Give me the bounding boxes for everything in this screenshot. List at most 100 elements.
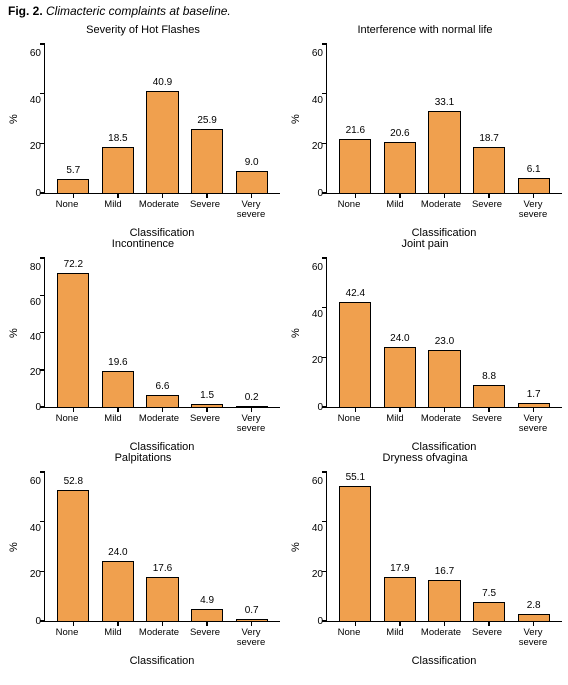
bar-column: 6.1 [511, 44, 556, 193]
x-tick-mark [117, 193, 119, 198]
x-tick-mark [73, 193, 75, 198]
x-tick-label: None [326, 628, 372, 649]
x-tick-mark [488, 193, 490, 198]
bar-value-label: 42.4 [346, 288, 365, 299]
x-tick-mark [355, 193, 357, 198]
x-tick-mark [533, 193, 535, 198]
bar-column: 24.0 [96, 472, 141, 621]
chart-title: Severity of Hot Flashes [6, 24, 280, 38]
x-tick-mark [206, 193, 208, 198]
bar-column: 19.6 [96, 258, 141, 407]
bar [473, 385, 505, 407]
x-tick-mark [488, 621, 490, 626]
y-tick-label: 60 [312, 49, 326, 59]
bar-value-label: 6.6 [156, 381, 170, 392]
x-tick-mark [399, 621, 401, 626]
x-tick-mark [162, 407, 164, 412]
bar-column: 0.2 [229, 258, 274, 407]
bar-value-label: 17.6 [153, 563, 172, 574]
x-tick-mark [444, 621, 446, 626]
chart-panel: Severity of Hot Flashes%60402005.718.540… [6, 22, 280, 230]
x-tick-label: Verysevere [510, 628, 556, 649]
x-axis-ticks: NoneMildModerateSevereVerysevere [288, 194, 562, 221]
bar-value-label: 16.7 [435, 566, 454, 577]
bar-value-label: 4.9 [200, 595, 214, 606]
x-tick-mark [444, 407, 446, 412]
x-tick-mark [73, 407, 75, 412]
bars-container: 21.6 20.6 33.1 18.7 6.1 [327, 44, 562, 193]
bar-column: 52.8 [51, 472, 96, 621]
bar-column: 0.7 [229, 472, 274, 621]
bar-value-label: 6.1 [527, 164, 541, 175]
x-tick-mark [533, 407, 535, 412]
x-axis-ticks: NoneMildModerateSevereVerysevere [6, 194, 280, 221]
y-tick-label: 40 [312, 524, 326, 534]
bar [428, 111, 460, 193]
x-tick-mark [251, 193, 253, 198]
x-tick-mark [533, 621, 535, 626]
x-tick-label: None [326, 200, 372, 221]
bar [57, 179, 89, 193]
chart-title: Palpitations [6, 452, 280, 466]
x-tick-mark [162, 193, 164, 198]
chart-axes: 5.718.540.925.99.0 [44, 44, 280, 194]
bar-value-label: 0.7 [245, 605, 259, 616]
x-tick-mark [206, 621, 208, 626]
plot-area: %604020021.620.633.118.76.1 [288, 44, 562, 194]
bar-value-label: 33.1 [435, 97, 454, 108]
bar-column: 33.1 [422, 44, 467, 193]
bar-column: 20.6 [378, 44, 423, 193]
chart-axes: 72.219.66.61.50.2 [44, 258, 280, 408]
x-tick-label: Moderate [418, 414, 464, 435]
bar-value-label: 1.7 [527, 389, 541, 400]
plot-area: %60402005.718.540.925.99.0 [6, 44, 280, 194]
chart-panel: Palpitations%604020052.824.017.64.90.7No… [6, 450, 280, 658]
bar-value-label: 7.5 [482, 588, 496, 599]
bar-column: 5.7 [51, 44, 96, 193]
bar [384, 577, 416, 621]
bar-column: 24.0 [378, 258, 423, 407]
x-tick-mark [444, 193, 446, 198]
y-axis-label: % [6, 472, 20, 622]
bar-column: 21.6 [333, 44, 378, 193]
y-tick-label: 40 [30, 524, 44, 534]
x-tick-label: Verysevere [228, 414, 274, 435]
x-tick-mark [162, 621, 164, 626]
bar-column: 18.7 [467, 44, 512, 193]
bar [384, 142, 416, 193]
chart-axes: 55.117.916.77.52.8 [326, 472, 562, 622]
bar-column: 25.9 [185, 44, 230, 193]
x-tick-mark [488, 407, 490, 412]
x-tick-label: Mild [372, 200, 418, 221]
bar-column: 42.4 [333, 258, 378, 407]
x-tick-label: None [44, 200, 90, 221]
x-tick-mark [206, 407, 208, 412]
chart-title: Interference with normal life [288, 24, 562, 38]
chart-grid: Severity of Hot Flashes% 6040200 5.7 18.5 40… [0, 20, 568, 664]
bar-value-label: 18.5 [108, 133, 127, 144]
x-tick-label: Severe [182, 414, 228, 435]
x-tick-label: Severe [182, 628, 228, 649]
x-tick-label: Verysevere [228, 628, 274, 649]
y-tick-label: 0 [317, 189, 326, 199]
x-axis-ticks: NoneMildModerateSevereVerysevere [288, 622, 562, 649]
chart-axes: 42.424.023.08.81.7 [326, 258, 562, 408]
y-axis-ticks: 6040200 [302, 258, 326, 408]
y-tick-label: 60 [312, 263, 326, 273]
bar [102, 147, 134, 193]
bars-container: 52.824.0 17.6 4.9 0.7 [45, 472, 280, 621]
bar [518, 614, 550, 621]
bars-container: 5.718.540.925.99.0 [45, 44, 280, 193]
bar-value-label: 25.9 [197, 115, 216, 126]
x-tick-mark [117, 407, 119, 412]
bar-value-label: 8.8 [482, 371, 496, 382]
bar [146, 91, 178, 193]
y-tick-label: 40 [30, 333, 44, 343]
y-tick-label: 0 [35, 617, 44, 627]
bar [57, 490, 89, 621]
bar-column: 40.9 [140, 44, 185, 193]
bar-value-label: 20.6 [390, 128, 409, 139]
bars-container: 72.219.66.61.50.2 [45, 258, 280, 407]
chart-title: Joint pain [288, 238, 562, 252]
bar-column: 1.7 [511, 258, 556, 407]
